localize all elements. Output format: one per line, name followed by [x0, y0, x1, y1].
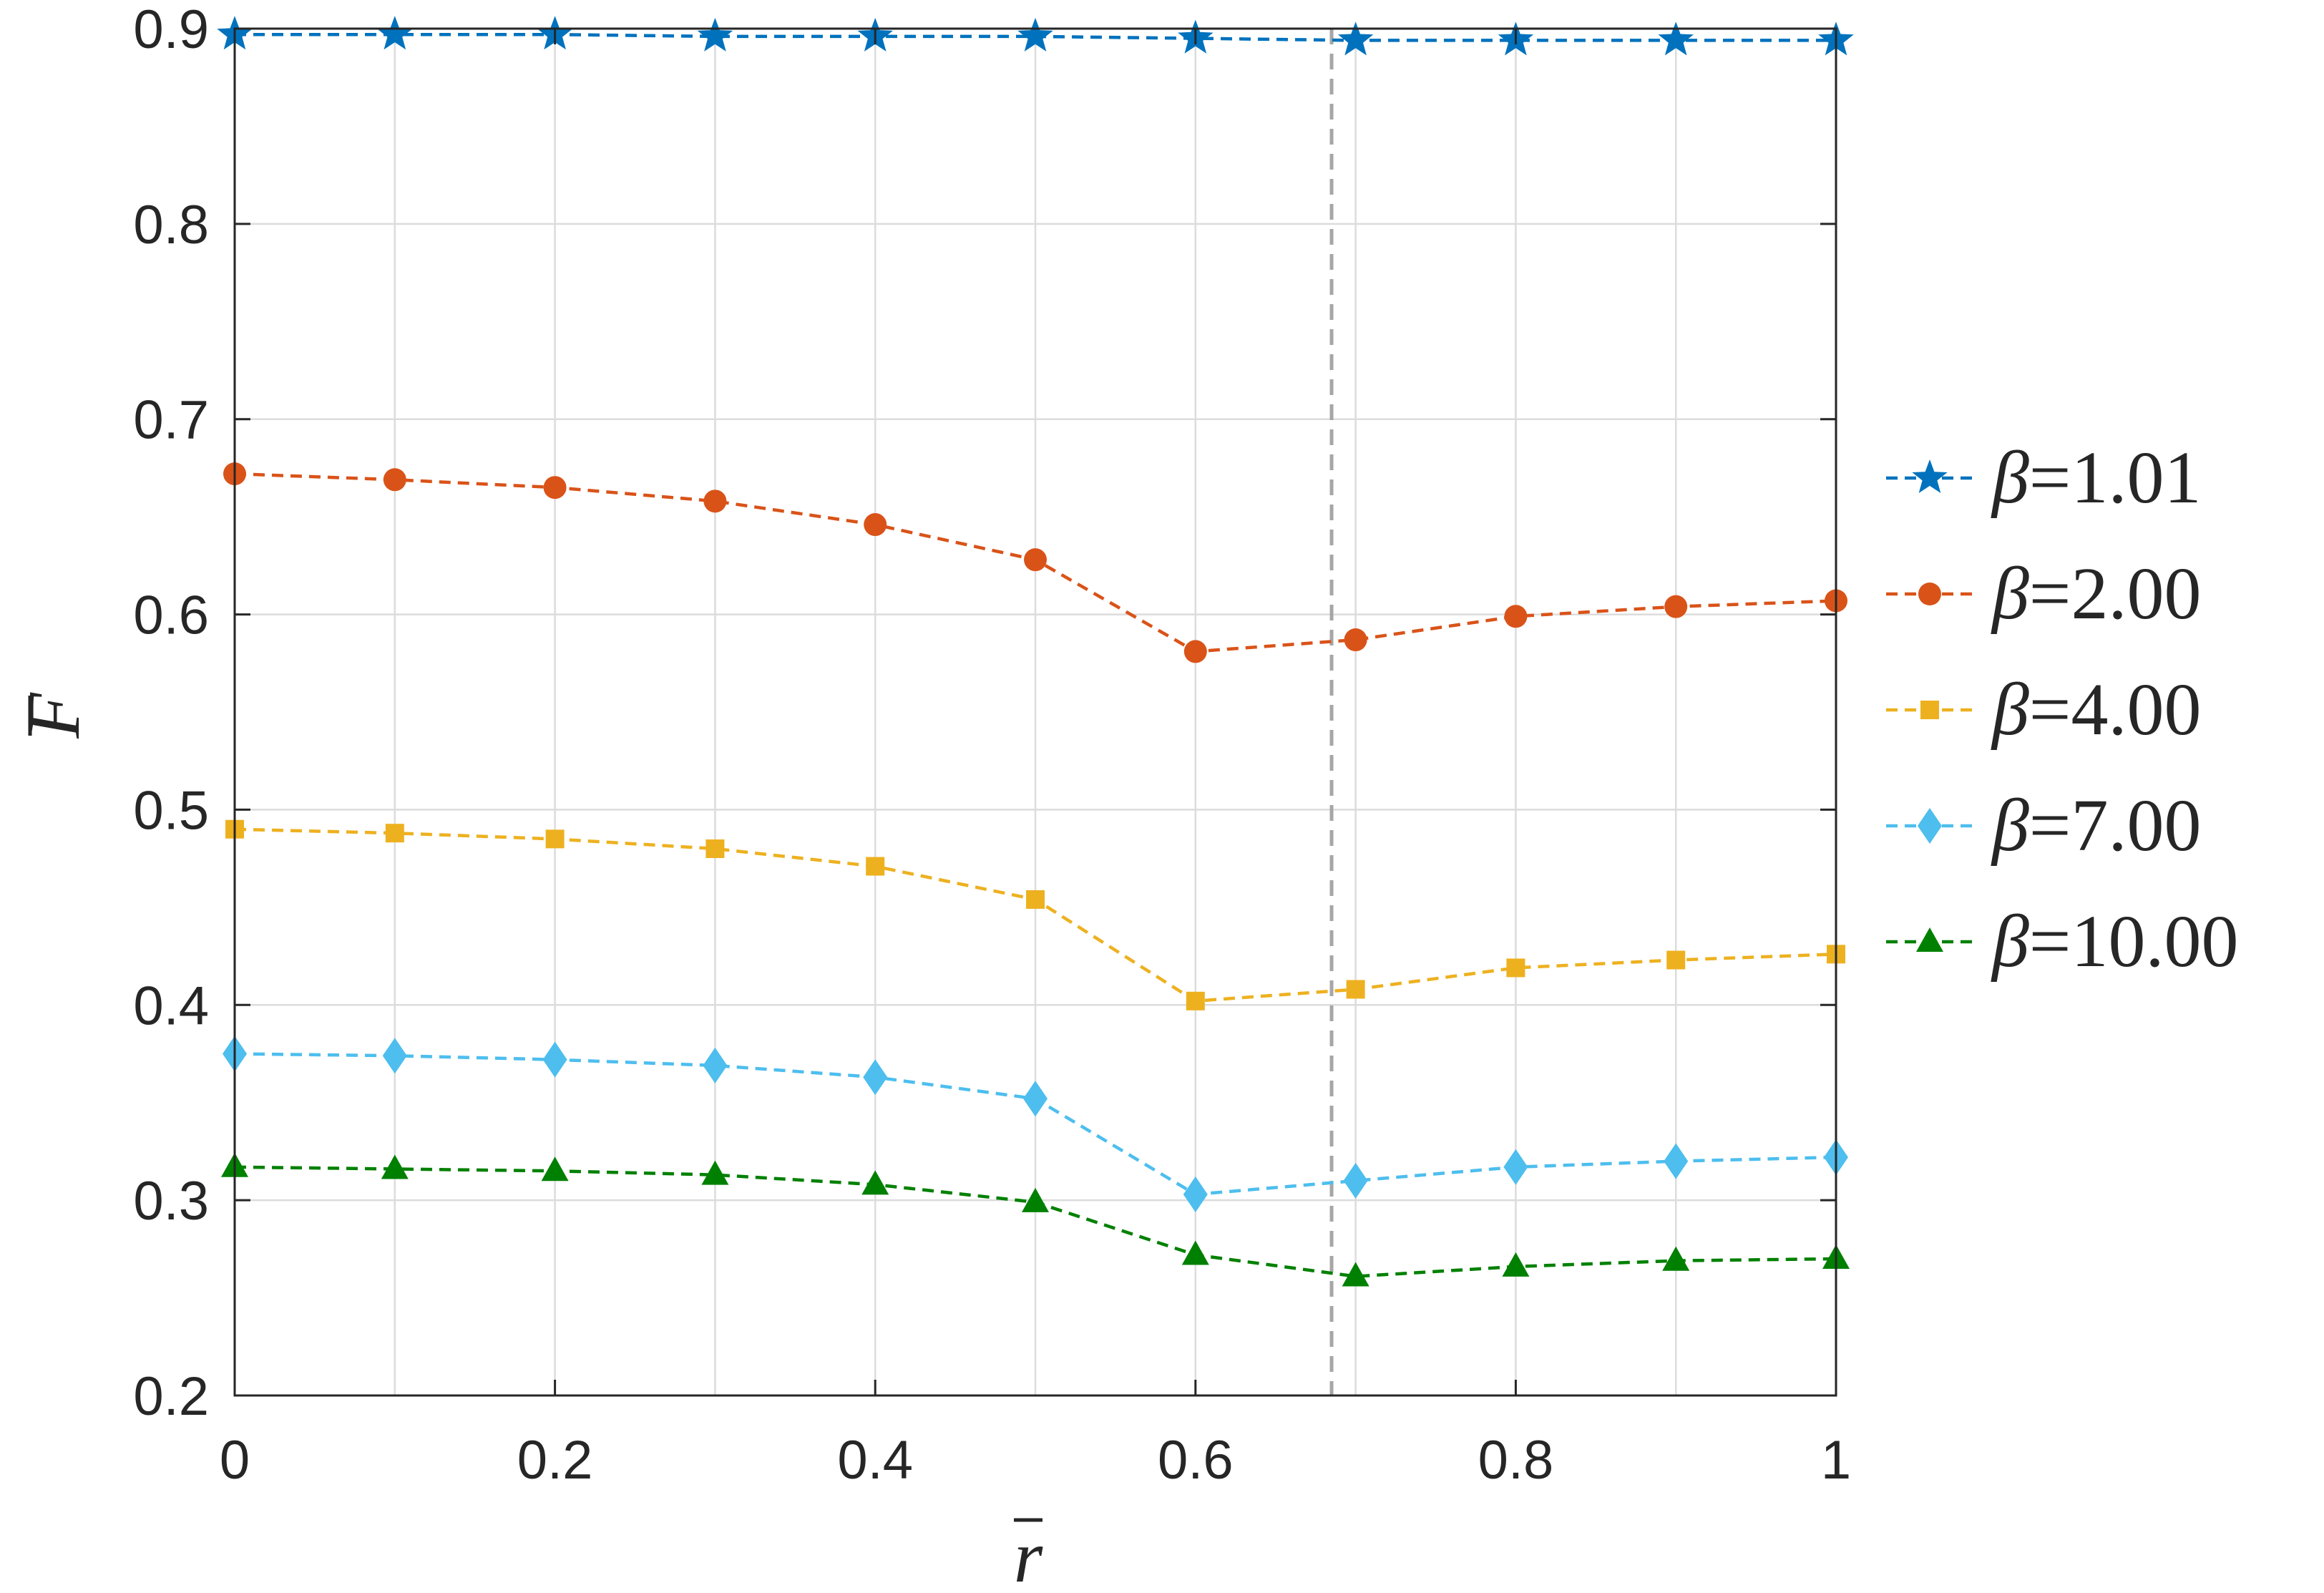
legend-marker [1920, 701, 1939, 719]
data-point [701, 1160, 729, 1185]
legend-beta-value: =7.00 [2029, 784, 2202, 867]
legend: β=1.01β=2.00β=4.00β=7.00β=10.00 [1886, 437, 2238, 983]
y-tick-label: 0.4 [133, 975, 209, 1036]
data-point [1022, 1187, 1049, 1212]
x-axis-label: r [1014, 1516, 1043, 1593]
legend-item: β=2.00 [1886, 552, 2201, 635]
y-tick-label: 0.6 [133, 585, 209, 646]
data-point [1343, 1162, 1368, 1199]
data-point [861, 1170, 889, 1195]
data-point [377, 16, 413, 50]
data-point [1023, 1081, 1048, 1117]
legend-marker [1912, 459, 1948, 493]
y-axis-label: F [13, 692, 95, 739]
legend-label: β=2.00 [1991, 552, 2201, 635]
x-tick-label: 1 [1821, 1430, 1851, 1491]
data-point [866, 857, 885, 876]
legend-marker [1918, 583, 1941, 605]
ticks [233, 27, 1837, 1397]
x-tick-label: 0.4 [837, 1430, 913, 1491]
data-point [543, 476, 567, 500]
legend-beta-symbol: β [1991, 784, 2029, 867]
legend-beta-symbol: β [1991, 437, 2029, 519]
y-tick-label: 0.7 [133, 390, 209, 451]
data-point [1342, 1262, 1370, 1287]
legend-item: β=4.00 [1886, 668, 2201, 751]
data-point [864, 513, 887, 537]
legend-item: β=7.00 [1886, 784, 2201, 867]
x-tick-label: 0.6 [1158, 1430, 1234, 1491]
legend-label: β=1.01 [1991, 437, 2201, 519]
y-tick-label: 0.9 [133, 0, 209, 60]
series-2 [223, 462, 1847, 663]
data-point [385, 824, 404, 843]
data-point [1183, 640, 1207, 663]
data-point [703, 489, 727, 513]
data-point [1344, 628, 1367, 652]
y-tick-label: 0.5 [133, 780, 209, 841]
data-point [1662, 1246, 1690, 1271]
series-3 [225, 819, 1845, 1010]
data-point [542, 1041, 567, 1078]
data-point [1183, 1176, 1208, 1212]
legend-beta-symbol: β [1991, 668, 2029, 751]
legend-beta-value: =1.01 [2029, 437, 2202, 519]
legend-item: β=1.01 [1886, 437, 2201, 519]
x-tick-labels: 0 0.2 0.4 0.6 0.8 1 [220, 1430, 1851, 1491]
x-tick-label: 0 [220, 1430, 250, 1491]
legend-label: β=10.00 [1991, 900, 2238, 983]
data-point [1346, 980, 1365, 999]
data-point [1664, 595, 1688, 618]
legend-beta-symbol: β [1991, 900, 2029, 983]
y-tick-label: 0.3 [133, 1171, 209, 1232]
data-point [1337, 21, 1374, 56]
plot-frame [233, 27, 1837, 1397]
y-tick-label: 0.2 [133, 1366, 209, 1427]
data-point [706, 839, 725, 858]
data-point [541, 1156, 569, 1182]
x-tick-label: 0.8 [1478, 1430, 1554, 1491]
data-point [1502, 1252, 1530, 1277]
data-point [1504, 605, 1528, 628]
legend-label: β=7.00 [1991, 784, 2201, 867]
data-point [545, 829, 565, 849]
data-point [863, 1059, 888, 1096]
data-point [1503, 1149, 1528, 1185]
data-point [697, 17, 733, 52]
data-point [1666, 950, 1686, 970]
data-point [1024, 548, 1047, 572]
data-point [1506, 958, 1525, 978]
legend-marker [1916, 927, 1943, 952]
legend-item: β=10.00 [1886, 900, 2238, 983]
legend-beta-value: =4.00 [2029, 668, 2202, 751]
data-point [1186, 991, 1205, 1010]
data-point [383, 468, 406, 492]
legend-beta-symbol: β [1991, 552, 2029, 635]
data-point [1017, 17, 1053, 52]
legend-beta-value: =10.00 [2029, 900, 2239, 983]
data-point [1026, 890, 1045, 909]
data-point [381, 1154, 409, 1179]
legend-label: β=4.00 [1991, 668, 2201, 751]
legend-marker [1918, 808, 1942, 844]
data-point [1664, 1143, 1689, 1179]
data-point [1658, 21, 1694, 56]
data-point [382, 1038, 407, 1074]
legend-beta-value: =2.00 [2029, 552, 2202, 635]
series-5 [221, 1152, 1850, 1287]
data-point [1181, 1240, 1209, 1265]
y-tick-labels: 0.2 0.3 0.4 0.5 0.6 0.7 0.8 0.9 [133, 0, 209, 1427]
y-tick-label: 0.8 [133, 195, 209, 255]
x-tick-label: 0.2 [517, 1430, 593, 1491]
y-axis-label-group: F [13, 692, 95, 739]
series-4 [223, 1036, 1848, 1212]
x-axis-label-group: r [1014, 1516, 1043, 1593]
data-point [703, 1047, 728, 1083]
